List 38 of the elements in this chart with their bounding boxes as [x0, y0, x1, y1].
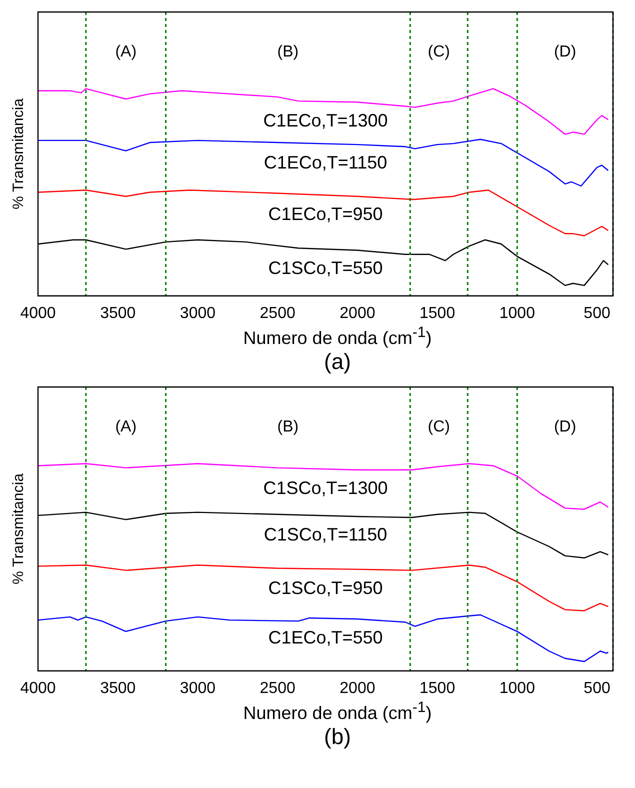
- series-label: C1ECo,T=1300: [263, 110, 388, 131]
- text: (A): [115, 43, 137, 60]
- series-label: C1ECo,T=950: [268, 204, 383, 224]
- y-axis-title: % Transmitancia: [10, 98, 28, 210]
- text: (b): [323, 724, 352, 750]
- x-tick-label: 1500: [420, 680, 456, 697]
- series-label: C1SCo,T=1300: [263, 478, 388, 498]
- x-tick-label: 2000: [340, 304, 376, 322]
- x-tick-label: 4000: [20, 304, 56, 322]
- x-tick-label: 3500: [100, 304, 136, 322]
- text: (a): [323, 349, 352, 375]
- text: (A): [115, 418, 137, 436]
- text: (B): [277, 43, 299, 60]
- x-tick-label: 2500: [260, 304, 296, 322]
- x-tick-label: 3000: [180, 304, 216, 322]
- y-axis-title: % Transmitancia: [10, 472, 28, 584]
- x-tick-label: 1000: [499, 680, 536, 697]
- series-label: C1SCo,T=950: [268, 578, 383, 598]
- text: (C): [428, 43, 450, 60]
- series-label: C1SCo,T=1150: [264, 524, 388, 545]
- x-tick-label: 500: [584, 680, 610, 697]
- series-label: C1ECo,T=1150: [264, 152, 388, 173]
- text: (D): [554, 418, 576, 436]
- x-tick-label: 1500: [420, 304, 456, 322]
- x-axis-title: Numero de onda (cm$^{-1}$): [242, 699, 433, 724]
- x-tick-label: 3000: [180, 680, 216, 697]
- series-label: C1SCo,T=550: [268, 258, 383, 278]
- text: (C): [428, 418, 450, 436]
- x-tick-label: 2500: [260, 680, 296, 697]
- x-tick-label: 4000: [20, 680, 56, 697]
- x-tick-label: 500: [584, 304, 610, 322]
- x-tick-label: 1000: [499, 304, 536, 322]
- x-tick-label: 3500: [100, 680, 136, 697]
- text: (B): [277, 418, 299, 436]
- x-tick-label: 2000: [340, 680, 376, 697]
- text: (D): [554, 43, 576, 60]
- series-label: C1ECo,T=550: [268, 627, 383, 648]
- x-axis-title: Numero de onda (cm$^{-1}$): [242, 324, 433, 349]
